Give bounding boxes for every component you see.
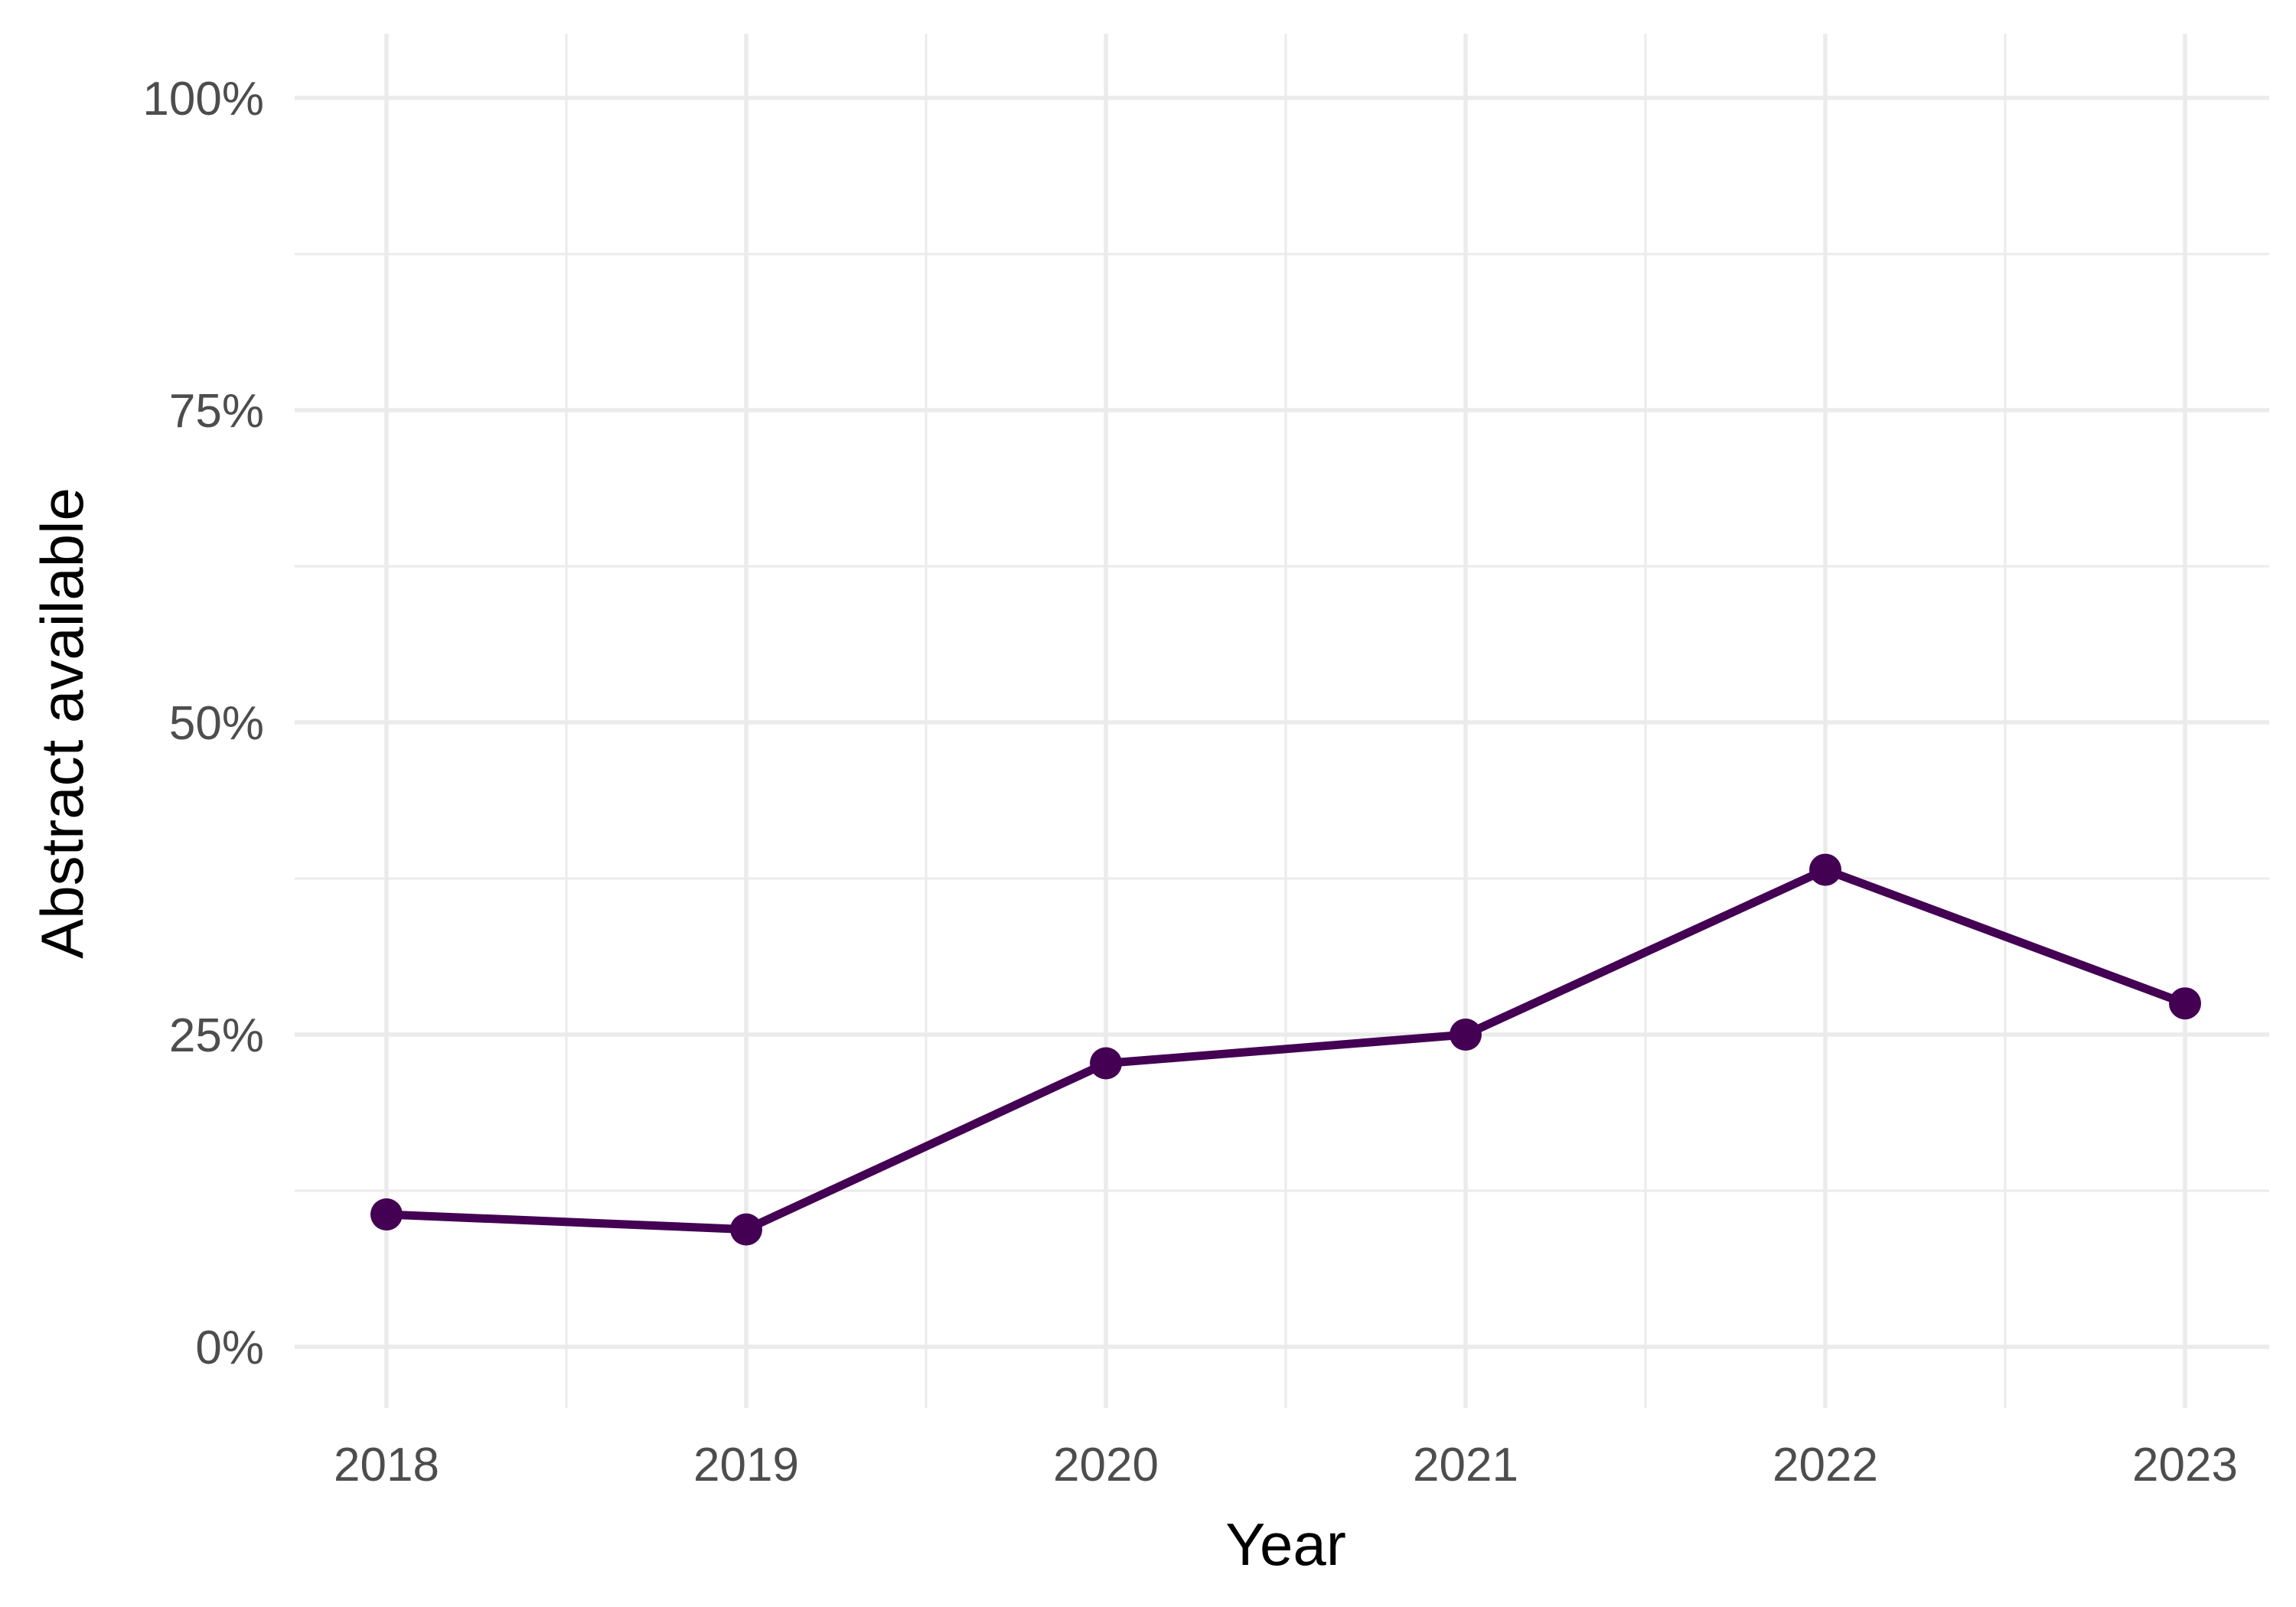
x-axis-title: Year <box>1225 1511 1346 1578</box>
x-tick-label: 2022 <box>1773 1439 1878 1491</box>
grid-lines <box>295 34 2269 1408</box>
data-point <box>1809 853 1841 886</box>
data-point <box>1090 1047 1122 1080</box>
y-tick-label: 25% <box>169 1009 264 1062</box>
data-point <box>1450 1019 1482 1051</box>
x-tick-label: 2021 <box>1413 1439 1518 1491</box>
series-layer <box>370 853 2201 1246</box>
y-tick-label: 50% <box>169 697 264 750</box>
x-axis-ticks: 2018 2019 2020 2021 2022 2023 <box>334 1439 2238 1491</box>
data-point <box>370 1198 403 1231</box>
x-tick-label: 2020 <box>1053 1439 1159 1491</box>
x-tick-label: 2019 <box>693 1439 799 1491</box>
data-point <box>2169 987 2201 1020</box>
y-axis-ticks: 0% 25% 50% 75% 100% <box>142 73 264 1374</box>
x-tick-label: 2018 <box>334 1439 439 1491</box>
y-tick-label: 75% <box>169 385 264 438</box>
y-tick-label: 0% <box>195 1322 264 1374</box>
series-line <box>382 865 2190 1234</box>
y-axis-title: Abstract available <box>28 487 96 959</box>
data-point <box>730 1213 762 1246</box>
y-tick-label: 100% <box>142 73 264 125</box>
x-tick-label: 2023 <box>2132 1439 2238 1491</box>
